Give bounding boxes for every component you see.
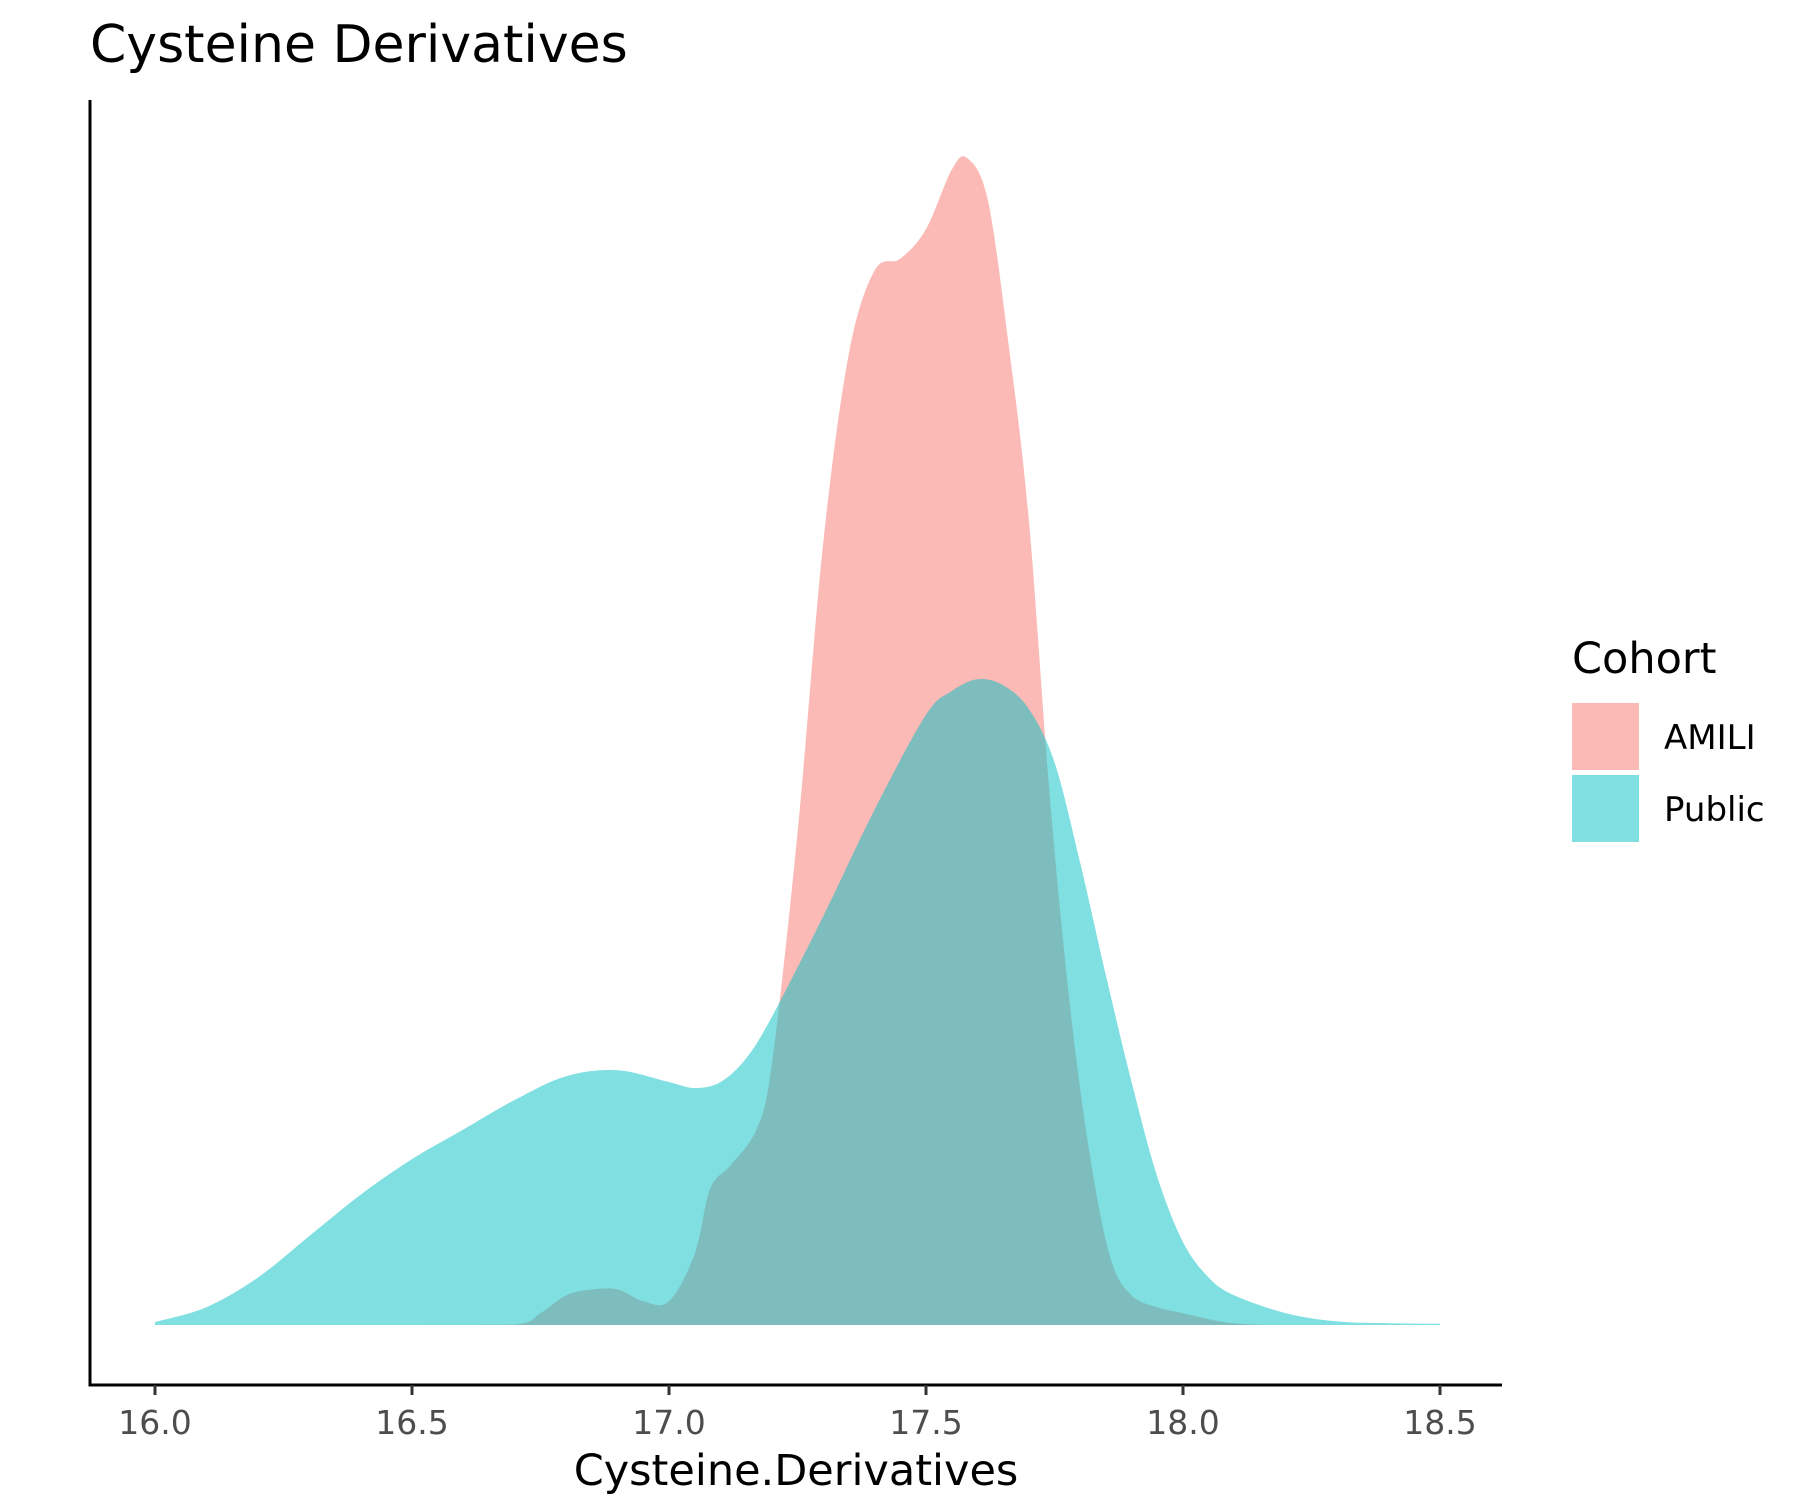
legend-swatch-public xyxy=(1572,775,1639,842)
legend-label-public: Public xyxy=(1664,790,1765,830)
density-area-public xyxy=(155,679,1440,1325)
x-axis-ticks: 16.0 16.5 17.0 17.5 18.0 18.5 xyxy=(118,1385,1477,1442)
x-tick-label: 16.0 xyxy=(118,1403,191,1442)
density-areas xyxy=(155,156,1440,1325)
x-tick-label: 17.5 xyxy=(889,1403,962,1442)
legend-label-amili: AMILI xyxy=(1664,718,1756,758)
legend: Cohort AMILI Public xyxy=(1572,634,1765,842)
chart-title: Cysteine Derivatives xyxy=(90,15,628,75)
legend-title: Cohort xyxy=(1572,634,1716,684)
legend-swatch-amili xyxy=(1572,703,1639,770)
x-tick-label: 16.5 xyxy=(375,1403,448,1442)
x-tick-label: 18.5 xyxy=(1403,1403,1476,1442)
legend-items: AMILI Public xyxy=(1572,703,1765,842)
x-axis-title: Cysteine.Derivatives xyxy=(574,1446,1019,1496)
x-tick-label: 17.0 xyxy=(632,1403,705,1442)
x-tick-label: 18.0 xyxy=(1146,1403,1219,1442)
